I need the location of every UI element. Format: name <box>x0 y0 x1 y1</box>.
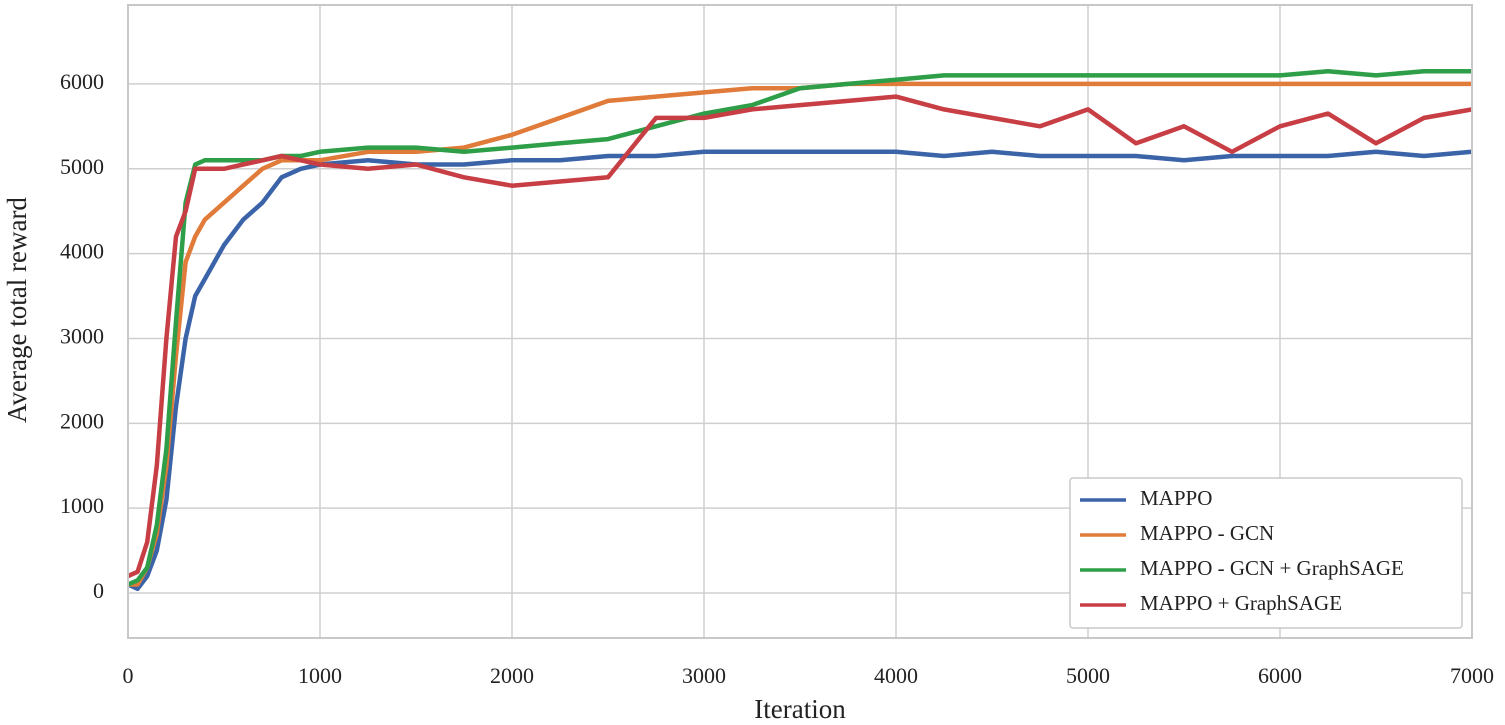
y-axis-label: Average total reward <box>2 197 32 423</box>
series-line <box>127 94 1473 579</box>
legend-label: MAPPO - GCN + GraphSAGE <box>1140 556 1404 580</box>
x-tick-label: 7000 <box>1450 663 1494 688</box>
x-tick-label: 4000 <box>874 663 918 688</box>
x-tick-label: 5000 <box>1066 663 1110 688</box>
x-tick-label: 3000 <box>682 663 726 688</box>
y-tick-label: 2000 <box>60 408 104 433</box>
y-tick-label: 1000 <box>60 493 104 518</box>
legend-box <box>1069 477 1463 629</box>
legend: MAPPO MAPPO - GCN MAPPO - GCN + GraphSAGE M… <box>1069 477 1463 629</box>
series-line <box>127 149 1473 592</box>
x-axis-label: Iteration <box>754 694 846 724</box>
y-tick-label: 0 <box>93 578 104 603</box>
legend-label: MAPPO + GraphSAGE <box>1140 591 1342 615</box>
x-tick-label: 1000 <box>298 663 342 688</box>
y-tick-label: 5000 <box>60 154 104 179</box>
legend-label: MAPPO - GCN <box>1140 521 1274 545</box>
y-tick-label: 6000 <box>60 69 104 94</box>
legend-label: MAPPO <box>1140 486 1212 510</box>
x-tick-label: 2000 <box>490 663 534 688</box>
x-tick-label: 0 <box>123 663 134 688</box>
y-tick-label: 4000 <box>60 239 104 264</box>
x-tick-label: 6000 <box>1258 663 1302 688</box>
y-tick-label: 3000 <box>60 324 104 349</box>
plot-frame <box>127 4 1473 639</box>
series-line <box>128 81 1472 587</box>
